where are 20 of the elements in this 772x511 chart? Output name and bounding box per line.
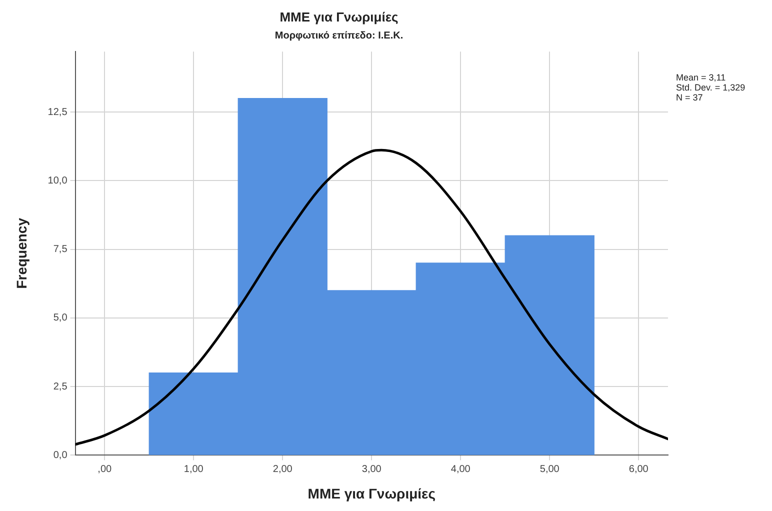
y-axis-title: Frequency (13, 218, 30, 289)
x-tick-label: 2,00 (272, 464, 293, 475)
x-tick-label: 3,00 (362, 464, 382, 475)
text: Mean = 3,11 (676, 72, 726, 83)
x-tick-label: 6,00 (628, 464, 649, 475)
x-axis-title: ΜΜΕ για Γνωριμίες (308, 485, 436, 502)
y-tick-label: 5,0 (53, 312, 68, 324)
y-tick-label: 10,0 (48, 175, 68, 186)
y-tick-label: 2,5 (53, 381, 68, 392)
x-tick-label: 1,00 (184, 464, 204, 475)
x-tick-label: 4,00 (450, 464, 471, 475)
text: Std. Dev. = 1,329 (676, 82, 746, 93)
x-tick-label: ,00 (98, 464, 112, 475)
y-tick-label: 0,0 (53, 450, 68, 461)
text: N = 37 (676, 92, 703, 103)
y-tick-label: 12,5 (48, 106, 68, 118)
y-tick-label: 7,5 (53, 244, 68, 256)
chart-title: ΜΜΕ για Γνωριμίες (280, 9, 399, 24)
chart-subtitle: Μορφωτικό επίπεδο: Ι.Ε.Κ. (274, 30, 404, 42)
x-tick-label: 5,00 (540, 464, 560, 475)
